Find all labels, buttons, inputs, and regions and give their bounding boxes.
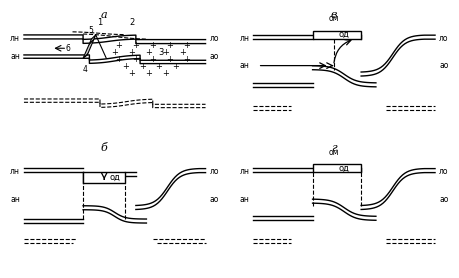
Text: ао: ао	[439, 195, 449, 203]
Text: лн: лн	[10, 167, 20, 176]
Text: ло: ло	[210, 34, 219, 43]
Text: +: +	[145, 69, 152, 78]
Text: +: +	[133, 41, 139, 50]
Text: од: од	[339, 163, 350, 173]
Text: 3: 3	[158, 48, 164, 58]
Text: ло: ло	[439, 34, 449, 43]
Text: +: +	[156, 62, 162, 71]
Text: +: +	[149, 55, 156, 64]
Polygon shape	[83, 35, 96, 58]
Text: лн: лн	[240, 34, 250, 43]
Text: +: +	[166, 41, 173, 50]
Text: од: од	[339, 30, 350, 39]
Text: б: б	[101, 143, 107, 153]
Text: ом: ом	[329, 14, 339, 23]
Text: +: +	[149, 41, 156, 50]
Text: ло: ло	[210, 167, 219, 176]
Text: ао: ао	[439, 61, 449, 70]
Text: ан: ан	[10, 195, 20, 203]
Text: 6: 6	[66, 44, 71, 53]
Text: +: +	[162, 48, 169, 58]
Text: +: +	[166, 55, 173, 64]
Text: +: +	[179, 48, 186, 58]
Text: +: +	[116, 41, 123, 50]
Text: +: +	[183, 55, 190, 64]
Text: +: +	[112, 48, 118, 58]
Text: +: +	[122, 62, 129, 71]
Text: +: +	[183, 41, 190, 50]
Text: ан: ан	[240, 195, 250, 203]
Text: 2: 2	[129, 18, 134, 28]
Bar	[313, 164, 361, 172]
Text: +: +	[162, 69, 169, 78]
Bar	[313, 31, 361, 39]
Text: ло: ло	[439, 167, 449, 176]
Text: 5: 5	[88, 26, 93, 35]
Text: +: +	[139, 62, 146, 71]
Text: +: +	[133, 55, 139, 64]
Text: а: а	[101, 9, 107, 19]
Text: +: +	[116, 55, 123, 64]
Text: ан: ан	[240, 61, 250, 70]
Text: +: +	[173, 62, 179, 71]
Text: г: г	[331, 143, 336, 153]
Text: ао: ао	[210, 53, 219, 61]
Text: +: +	[145, 48, 152, 58]
Text: ао: ао	[210, 195, 219, 203]
Text: ом: ом	[329, 148, 339, 157]
Text: лн: лн	[240, 167, 250, 176]
Text: ан: ан	[10, 53, 20, 61]
Text: в: в	[330, 9, 337, 19]
Text: лн: лн	[10, 34, 20, 43]
Text: +: +	[128, 48, 135, 58]
Text: од: од	[109, 173, 120, 182]
Text: 1: 1	[97, 18, 103, 28]
Text: +: +	[128, 69, 135, 78]
Text: 4: 4	[83, 65, 88, 74]
Bar	[83, 172, 125, 183]
